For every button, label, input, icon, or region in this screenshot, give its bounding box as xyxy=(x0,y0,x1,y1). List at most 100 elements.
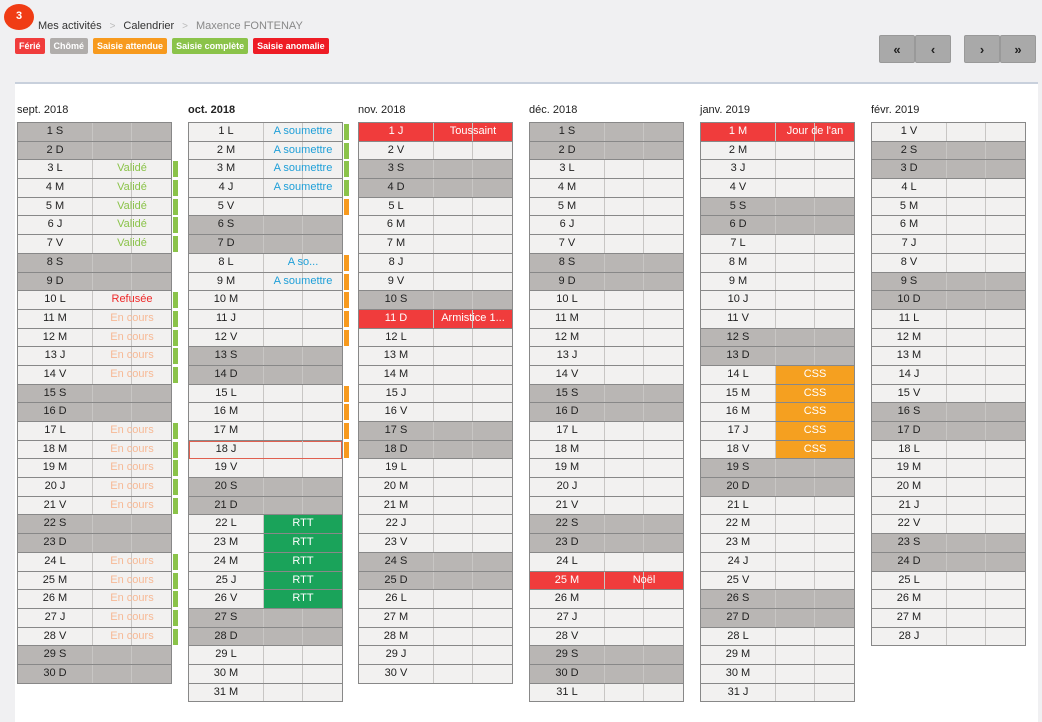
day-cell-am[interactable] xyxy=(434,197,473,216)
day-cell-pm[interactable] xyxy=(986,198,1025,216)
day-cell-am[interactable] xyxy=(947,496,986,515)
day-row[interactable]: 10 L Refusée xyxy=(18,291,178,310)
day-row[interactable]: 21 D xyxy=(189,496,342,516)
day-cell-am[interactable] xyxy=(93,328,132,347)
day-row[interactable]: 11 D Armistice 1... xyxy=(359,309,512,329)
day-cell-pm[interactable] xyxy=(644,160,683,178)
day-row[interactable]: 14 L CSS xyxy=(701,365,854,385)
day-row[interactable]: 12 L xyxy=(359,328,512,348)
activity-status[interactable]: En cours xyxy=(110,367,154,380)
day-cell-am[interactable] xyxy=(776,664,815,683)
day-cell-am[interactable] xyxy=(93,123,132,141)
day-cell-am[interactable] xyxy=(947,422,986,440)
day-row[interactable]: 8 M xyxy=(701,253,854,273)
day-cell-am[interactable] xyxy=(776,683,815,702)
day-row[interactable]: 28 D xyxy=(189,627,342,647)
day-row[interactable]: 26 M En cours xyxy=(18,590,178,609)
activity-status[interactable]: En cours xyxy=(110,610,154,623)
day-row[interactable]: 1 M Jour de l'an xyxy=(701,123,854,142)
day-cell-pm[interactable] xyxy=(986,329,1025,347)
day-cell-am[interactable] xyxy=(605,179,644,197)
day-cell-am[interactable] xyxy=(264,627,303,646)
day-cell-am[interactable] xyxy=(947,365,986,384)
day-cell-am[interactable] xyxy=(93,309,132,328)
activity-status[interactable]: Refusée xyxy=(111,293,153,306)
day-cell-pm[interactable] xyxy=(473,273,512,291)
day-cell-pm[interactable] xyxy=(815,310,854,328)
day-row[interactable]: 19 S xyxy=(701,459,854,479)
day-cell-pm[interactable] xyxy=(815,179,854,197)
day-cell-am[interactable] xyxy=(947,384,986,403)
day-cell-am[interactable] xyxy=(776,291,815,309)
day-row[interactable]: 5 M Validé xyxy=(18,197,178,217)
day-cell-pm[interactable] xyxy=(644,235,683,253)
day-cell-am[interactable] xyxy=(776,309,815,328)
day-cell-am[interactable] xyxy=(947,440,986,459)
day-row[interactable]: 25 D xyxy=(359,571,512,591)
day-cell-am[interactable] xyxy=(93,235,132,253)
day-cell-am[interactable] xyxy=(93,515,132,534)
day-cell-am[interactable] xyxy=(605,365,644,384)
activity-status[interactable]: En cours xyxy=(110,424,154,436)
day-cell-am[interactable] xyxy=(776,179,815,197)
day-cell-am[interactable] xyxy=(434,328,473,347)
day-cell-pm[interactable] xyxy=(815,273,854,291)
day-cell-pm[interactable] xyxy=(473,553,512,571)
activity-status[interactable]: RTT xyxy=(264,571,342,590)
day-cell-am[interactable] xyxy=(605,253,644,272)
day-row[interactable]: 18 L xyxy=(872,440,1025,460)
day-cell-am[interactable] xyxy=(264,496,303,515)
day-cell-pm[interactable] xyxy=(644,198,683,216)
day-cell-am[interactable] xyxy=(776,272,815,291)
day-cell-pm[interactable] xyxy=(303,646,342,664)
day-row[interactable]: 21 L xyxy=(701,496,854,516)
day-cell-am[interactable] xyxy=(434,627,473,646)
day-cell-pm[interactable] xyxy=(986,553,1025,571)
day-row[interactable]: 19 M xyxy=(530,459,683,479)
day-row[interactable]: 9 D xyxy=(18,272,171,292)
day-cell-pm[interactable] xyxy=(644,291,683,309)
day-cell-pm[interactable] xyxy=(815,459,854,477)
day-cell-pm[interactable] xyxy=(303,347,342,365)
day-cell-pm[interactable] xyxy=(815,216,854,234)
day-row[interactable]: 20 M xyxy=(359,478,512,497)
activity-status[interactable]: CSS xyxy=(776,403,854,421)
day-cell-am[interactable] xyxy=(947,160,986,179)
breadcrumb-my-activities[interactable]: Mes activités xyxy=(38,20,102,32)
day-row[interactable]: 6 D xyxy=(701,216,854,236)
day-cell-pm[interactable] xyxy=(815,291,854,309)
day-cell-am[interactable] xyxy=(776,216,815,235)
day-row[interactable]: 28 J xyxy=(872,627,1025,647)
day-cell-am[interactable] xyxy=(605,347,644,365)
day-cell-am[interactable] xyxy=(434,496,473,515)
day-row[interactable]: 30 M xyxy=(189,664,342,684)
day-cell-am[interactable] xyxy=(434,403,473,421)
day-cell-am[interactable] xyxy=(434,422,473,440)
day-row[interactable]: 1 V xyxy=(872,123,1025,142)
day-row[interactable]: 16 M CSS xyxy=(701,403,854,422)
day-cell-pm[interactable] xyxy=(644,684,683,702)
day-row[interactable]: 12 S xyxy=(701,328,854,348)
day-row[interactable]: 17 L En cours xyxy=(18,422,178,441)
day-row[interactable]: 23 D xyxy=(18,534,171,553)
day-row[interactable]: 17 L xyxy=(530,422,683,441)
day-cell-am[interactable] xyxy=(605,291,644,309)
activity-status[interactable]: Validé xyxy=(117,199,147,212)
day-cell-pm[interactable] xyxy=(986,403,1025,421)
day-cell-am[interactable] xyxy=(434,646,473,664)
day-cell-am[interactable] xyxy=(947,235,986,253)
day-cell-pm[interactable] xyxy=(644,422,683,440)
day-cell-pm[interactable] xyxy=(473,403,512,421)
day-cell-am[interactable] xyxy=(776,534,815,552)
activity-status[interactable]: CSS xyxy=(776,422,854,440)
day-row[interactable]: 30 V xyxy=(359,664,512,684)
day-cell-pm[interactable] xyxy=(986,160,1025,178)
day-row[interactable]: 18 M xyxy=(530,440,683,460)
day-cell-am[interactable] xyxy=(605,478,644,496)
day-row[interactable]: 23 S xyxy=(872,534,1025,553)
day-cell-am[interactable] xyxy=(93,552,132,571)
day-row[interactable]: 14 J xyxy=(872,365,1025,385)
day-row[interactable]: 11 M En cours xyxy=(18,309,178,329)
day-row[interactable]: 9 V xyxy=(359,272,512,292)
day-cell-am[interactable] xyxy=(264,683,303,702)
